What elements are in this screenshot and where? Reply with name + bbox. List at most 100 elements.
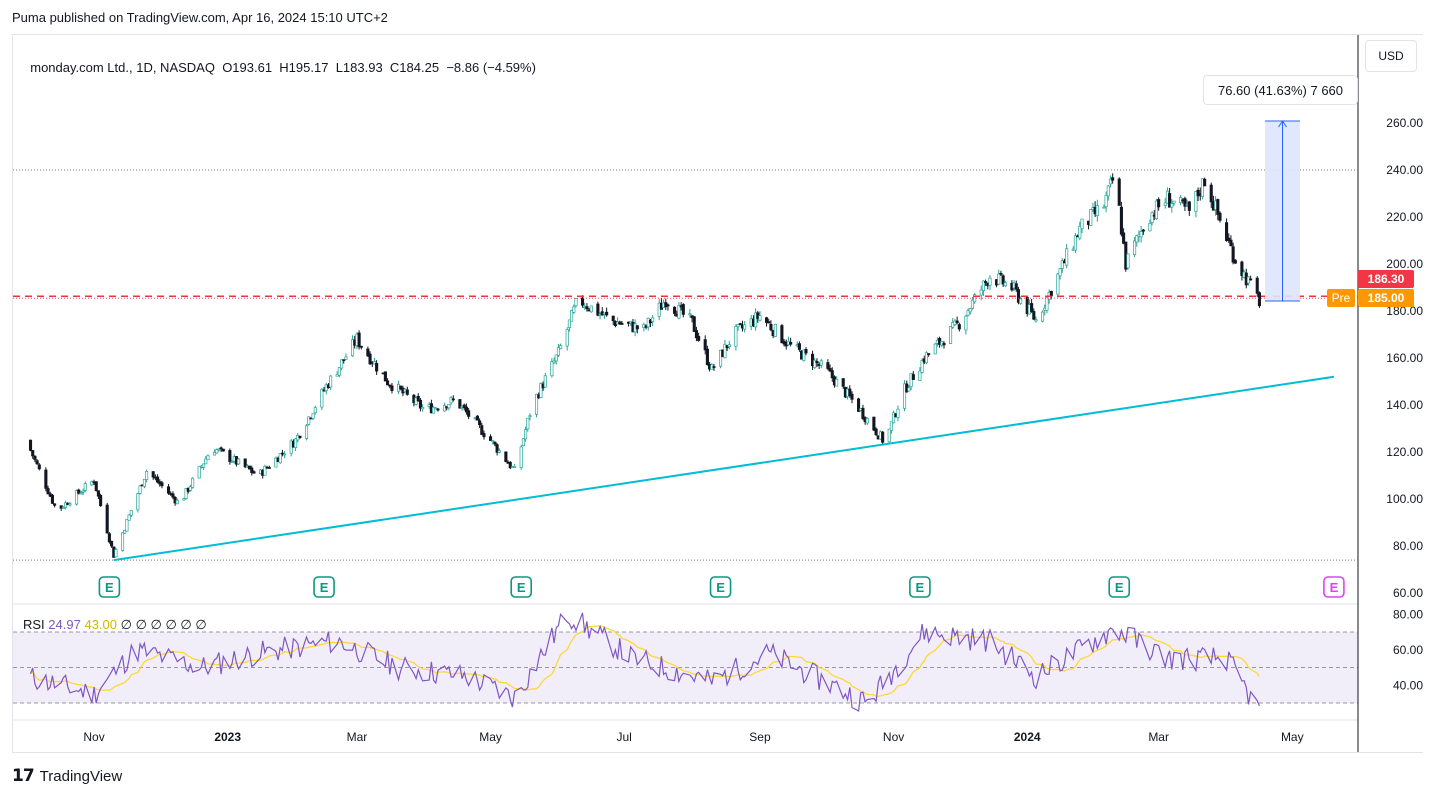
measure-arrow-icon <box>1278 120 1287 128</box>
candle-body <box>1080 218 1084 229</box>
earnings-marker-frame <box>313 576 335 598</box>
candle-body <box>769 324 773 331</box>
candle-body <box>77 489 81 494</box>
candle-body <box>727 344 731 348</box>
candle-body <box>1003 282 1007 287</box>
candle-body <box>1229 239 1233 247</box>
candle-body <box>215 449 219 454</box>
candle-body <box>966 310 970 316</box>
candle-body <box>526 417 530 430</box>
candle-body <box>889 421 893 431</box>
candle-body <box>68 503 72 506</box>
candle-body <box>692 316 696 332</box>
candle-body <box>1111 177 1115 181</box>
candle-body <box>635 325 639 330</box>
earnings-marker-label: E <box>916 580 925 595</box>
rsi-legend[interactable]: RSI 24.97 43.00 ∅ ∅ ∅ ∅ ∅ ∅ <box>23 617 207 633</box>
symbol-legend[interactable]: monday.com Ltd., 1D, NASDAQ O193.61 H195… <box>23 45 536 75</box>
candle-body <box>743 324 747 330</box>
candle-body <box>182 498 186 501</box>
candle-body <box>171 493 175 498</box>
earnings-marker-icon[interactable]: E <box>1323 576 1345 598</box>
candle-body <box>559 345 563 349</box>
earnings-marker-icon[interactable]: E <box>98 576 121 598</box>
candle-body <box>964 315 968 331</box>
candle-body <box>872 416 876 431</box>
candle-body <box>723 343 727 359</box>
candle-body <box>758 315 762 321</box>
earnings-marker-icon[interactable]: E <box>1108 576 1131 598</box>
pre-label: Pre <box>1327 289 1355 307</box>
earnings-marker-icon[interactable]: E <box>510 576 533 598</box>
candle-body <box>482 433 486 438</box>
candle-body <box>250 467 254 473</box>
candle-body <box>372 361 376 365</box>
candle-body <box>399 385 403 390</box>
candle-body <box>780 325 784 344</box>
candle-body <box>248 465 252 470</box>
candle-body <box>1133 240 1137 256</box>
candle-body <box>789 341 793 345</box>
candle-body <box>949 326 953 345</box>
earnings-marker-icon[interactable]: E <box>313 576 335 598</box>
currency-selector[interactable]: USD <box>1365 40 1417 72</box>
earnings-marker-icon[interactable]: E <box>909 576 931 598</box>
candle-body <box>552 360 556 364</box>
candle-body <box>1104 195 1108 208</box>
candle-body <box>31 450 35 457</box>
candle-body <box>491 440 495 443</box>
candle-body <box>554 354 558 362</box>
candle-body <box>467 410 471 417</box>
candle-body <box>313 407 317 414</box>
candle-body <box>1078 226 1082 239</box>
candle-body <box>451 398 455 401</box>
earnings-marker-icon[interactable]: E <box>709 576 732 598</box>
time-tick-label: Nov <box>883 730 904 744</box>
footer-brand[interactable]: 𝟭𝟳 TradingView <box>12 766 122 786</box>
candle-body <box>230 461 234 463</box>
candle-body <box>981 280 985 291</box>
candle-body <box>718 349 723 367</box>
candle-body <box>33 455 37 460</box>
candle-body <box>386 380 390 386</box>
candle-body <box>206 455 210 461</box>
candle-body <box>436 408 440 411</box>
pre-label-text: Pre <box>1331 291 1351 305</box>
candle-body <box>1209 184 1213 203</box>
time-tick-label: May <box>1281 730 1304 744</box>
candle-body <box>125 519 129 532</box>
candle-body <box>585 306 589 310</box>
candle-body <box>110 540 114 547</box>
candle-body <box>979 289 983 296</box>
candle-body <box>826 362 830 369</box>
pre-price-value: 185.00 <box>1367 291 1405 305</box>
candle-body <box>620 323 624 325</box>
candle-body <box>865 418 869 424</box>
candle-body <box>513 466 517 469</box>
candle-body <box>611 315 615 322</box>
candle-body <box>688 313 692 316</box>
candle-body <box>252 471 256 474</box>
candle-body <box>478 420 482 426</box>
candle-body <box>464 406 468 413</box>
rsi-value: 24.97 <box>48 617 81 632</box>
candle-body <box>1141 229 1145 232</box>
candle-body <box>1225 222 1229 241</box>
candle-body <box>933 343 937 355</box>
candle-body <box>857 398 861 412</box>
candle-body <box>462 404 466 409</box>
candle-body <box>567 319 571 329</box>
symbol-name[interactable]: monday.com Ltd., 1D, NASDAQ <box>30 60 215 75</box>
candle-body <box>96 490 100 497</box>
candle-body <box>927 353 931 355</box>
candle-body <box>432 407 436 414</box>
candle-body <box>848 388 852 396</box>
candle-body <box>1122 232 1126 244</box>
candle-body <box>907 387 911 392</box>
candle-body <box>191 477 195 488</box>
candle-body <box>142 478 146 487</box>
candle-body <box>1073 235 1077 251</box>
rsi-ma-line <box>29 625 1260 697</box>
candle-body <box>988 277 992 286</box>
